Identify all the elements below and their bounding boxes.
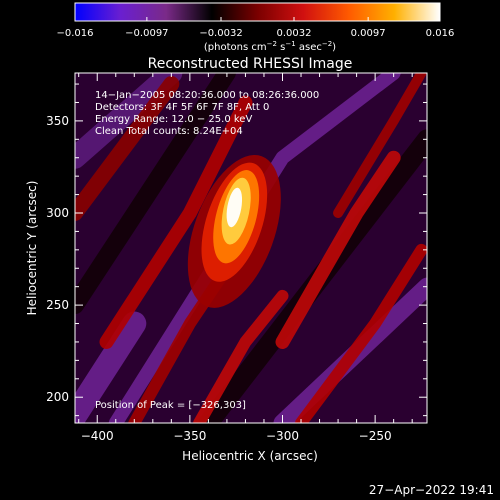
colorbar-tick-label: 0.016	[426, 28, 455, 39]
y-axis-title: Heliocentric Y (arcsec)	[25, 181, 39, 316]
observation-info: 14−Jan−2005 08:20:36.000 to 08:26:36.000…	[95, 90, 319, 137]
colorbar-tick-label: 0.0097	[351, 28, 386, 39]
red-band	[99, 95, 253, 349]
red-band	[295, 243, 427, 423]
colorbar-tick-label: −0.0032	[199, 28, 242, 39]
heatmap-image	[75, 73, 427, 423]
colorbar-tick-label: −0.0097	[125, 28, 168, 39]
x-tick-label: −300	[266, 429, 299, 443]
dark-streak	[75, 73, 236, 315]
chart-title: Reconstructed RHESSI Image	[148, 56, 353, 72]
colorbar-gradient	[74, 2, 441, 22]
footer-timestamp: 27−Apr−2022 19:41	[369, 483, 494, 497]
x-axis-title: Heliocentric X (arcsec)	[182, 449, 318, 463]
x-tick-label: −250	[359, 429, 392, 443]
info-line-energy-range: Energy Range: 12.0 − 25.0 keV	[95, 114, 252, 125]
y-tick-label: 350	[46, 114, 69, 128]
flare-peak	[226, 187, 243, 228]
purple-streak	[108, 73, 401, 423]
plot-frame	[74, 72, 428, 424]
info-line-detectors: Detectors: 3F 4F 5F 6F 7F 8F, Att 0	[95, 102, 269, 113]
purple-streak	[75, 311, 147, 423]
axis-ticks: −400 −350 −300 −250 200 250 300 350	[46, 73, 427, 443]
x-tick-label: −400	[81, 429, 114, 443]
colorbar: −0.016 −0.0097 −0.0032 0.0032 0.0097 0.016 (p…	[56, 2, 454, 53]
red-band	[275, 150, 401, 349]
y-tick-label: 200	[46, 390, 69, 404]
y-tick-label: 300	[46, 206, 69, 220]
red-band	[333, 73, 427, 218]
info-line-time-range: 14−Jan−2005 08:20:36.000 to 08:26:36.000	[95, 90, 319, 101]
heatmap-emission-layer	[75, 73, 427, 423]
colorbar-ticks: −0.016 −0.0097 −0.0032 0.0032 0.0097 0.016	[56, 17, 454, 39]
colorbar-tick-label: −0.016	[56, 28, 93, 39]
red-band	[75, 76, 180, 221]
peak-position-label: Position of Peak = [−326,303]	[95, 400, 246, 411]
colorbar-units-label: (photons cm−2 s−1 asec−2)	[204, 40, 336, 53]
purple-streak	[75, 73, 183, 169]
info-line-clean-counts: Clean Total counts: 8.24E+04	[95, 126, 243, 137]
y-tick-label: 250	[46, 298, 69, 312]
red-band	[193, 289, 289, 423]
colorbar-tick-label: 0.0032	[277, 28, 312, 39]
x-tick-label: −350	[173, 429, 206, 443]
